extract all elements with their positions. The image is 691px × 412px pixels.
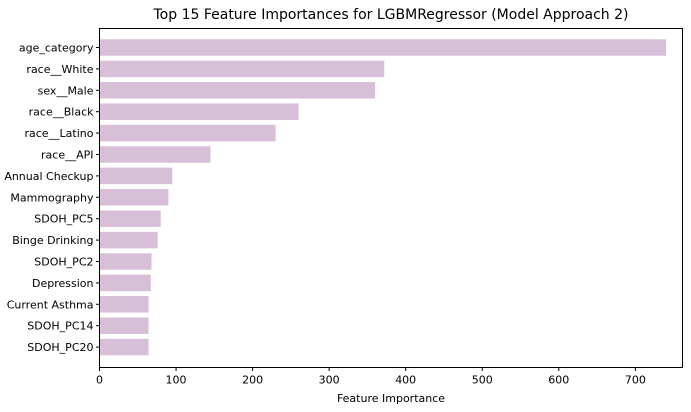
x-tick-label: 200	[242, 374, 263, 387]
y-tick-label: Binge Drinking	[12, 234, 93, 247]
bar-14	[99, 338, 149, 356]
y-tick-label: SDOH_PC14	[27, 320, 93, 333]
y-tick-label: Depression	[32, 277, 94, 290]
y-axis-ticks: age_category race__White sex__Male race__Bl…	[4, 42, 100, 354]
bar-5	[99, 146, 211, 163]
bar-6	[99, 167, 173, 185]
y-tick-label: race__Black	[29, 106, 94, 119]
bar-4	[99, 124, 276, 142]
bars-group	[99, 39, 666, 356]
y-tick-label: Current Asthma	[7, 298, 94, 311]
x-tick-label: 700	[625, 374, 646, 387]
y-tick-label: sex__Male	[38, 84, 94, 97]
x-tick-label: 300	[319, 374, 340, 387]
y-tick-label: SDOH_PC20	[27, 341, 93, 354]
x-tick-label: 100	[166, 374, 187, 387]
x-axis-ticks: 0 100 200 300 400 500 600 700	[96, 367, 646, 387]
x-axis-label: Feature Importance	[337, 392, 445, 405]
bar-2	[99, 82, 376, 99]
y-tick-label: race__White	[26, 63, 93, 76]
x-tick-label: 600	[548, 374, 569, 387]
y-tick-label: race__Latino	[24, 127, 93, 140]
x-tick-label: 0	[96, 374, 103, 387]
bar-7	[99, 189, 169, 206]
y-tick-label: SDOH_PC5	[34, 213, 93, 226]
bar-0	[99, 39, 666, 56]
bar-13	[99, 317, 149, 334]
plot-frame	[99, 28, 683, 368]
bar-3	[99, 103, 299, 120]
y-tick-label: age_category	[19, 42, 94, 55]
bar-8	[99, 210, 161, 227]
chart-title: Top 15 Feature Importances for LGBMRegre…	[153, 7, 629, 23]
y-tick-label: Annual Checkup	[4, 170, 93, 183]
y-tick-label: race__API	[41, 149, 93, 162]
y-tick-label: Mammography	[10, 191, 94, 204]
y-tick-label: SDOH_PC2	[34, 256, 93, 269]
bar-11	[99, 274, 151, 292]
x-tick-label: 500	[472, 374, 493, 387]
bar-10	[99, 253, 152, 270]
bar-1	[99, 60, 385, 78]
bar-9	[99, 231, 158, 249]
x-tick-label: 400	[395, 374, 416, 387]
bar-12	[99, 296, 149, 313]
